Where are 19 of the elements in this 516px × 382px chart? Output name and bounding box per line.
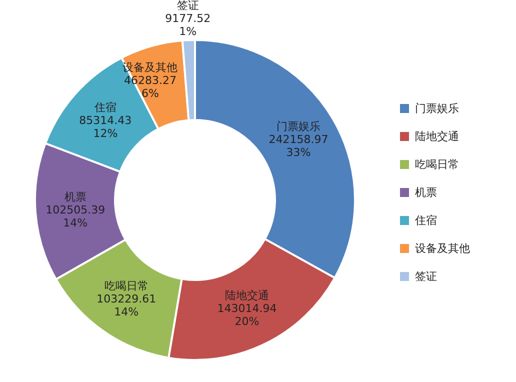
slice-label: 住宿 xyxy=(94,101,116,114)
slice-label: 门票娱乐 xyxy=(276,120,320,134)
slice-label: 机票 xyxy=(64,190,86,204)
data-label: 143014.94 20% xyxy=(217,302,277,328)
slice-label: 吃喝日常 xyxy=(104,279,148,292)
legend-label: 住宿 xyxy=(415,214,437,227)
legend-label: 设备及其他 xyxy=(415,242,470,255)
legend-label: 吃喝日常 xyxy=(415,158,459,171)
slice-label: 签证 xyxy=(176,0,199,12)
data-label: 242158.97 33% xyxy=(268,133,328,160)
legend-label: 陆地交通 xyxy=(415,130,459,143)
legend-label: 门票娱乐 xyxy=(415,102,459,115)
slice-label: 陆地交通 xyxy=(224,289,269,302)
data-label: 103229.61 14% xyxy=(96,292,156,318)
data-label: 102505.39 14% xyxy=(46,203,106,230)
legend-label: 机票 xyxy=(415,186,437,199)
data-label: 85314.43 12% xyxy=(79,114,132,140)
legend-label: 签证 xyxy=(415,270,437,283)
data-label: 9177.52 1% xyxy=(165,12,211,38)
